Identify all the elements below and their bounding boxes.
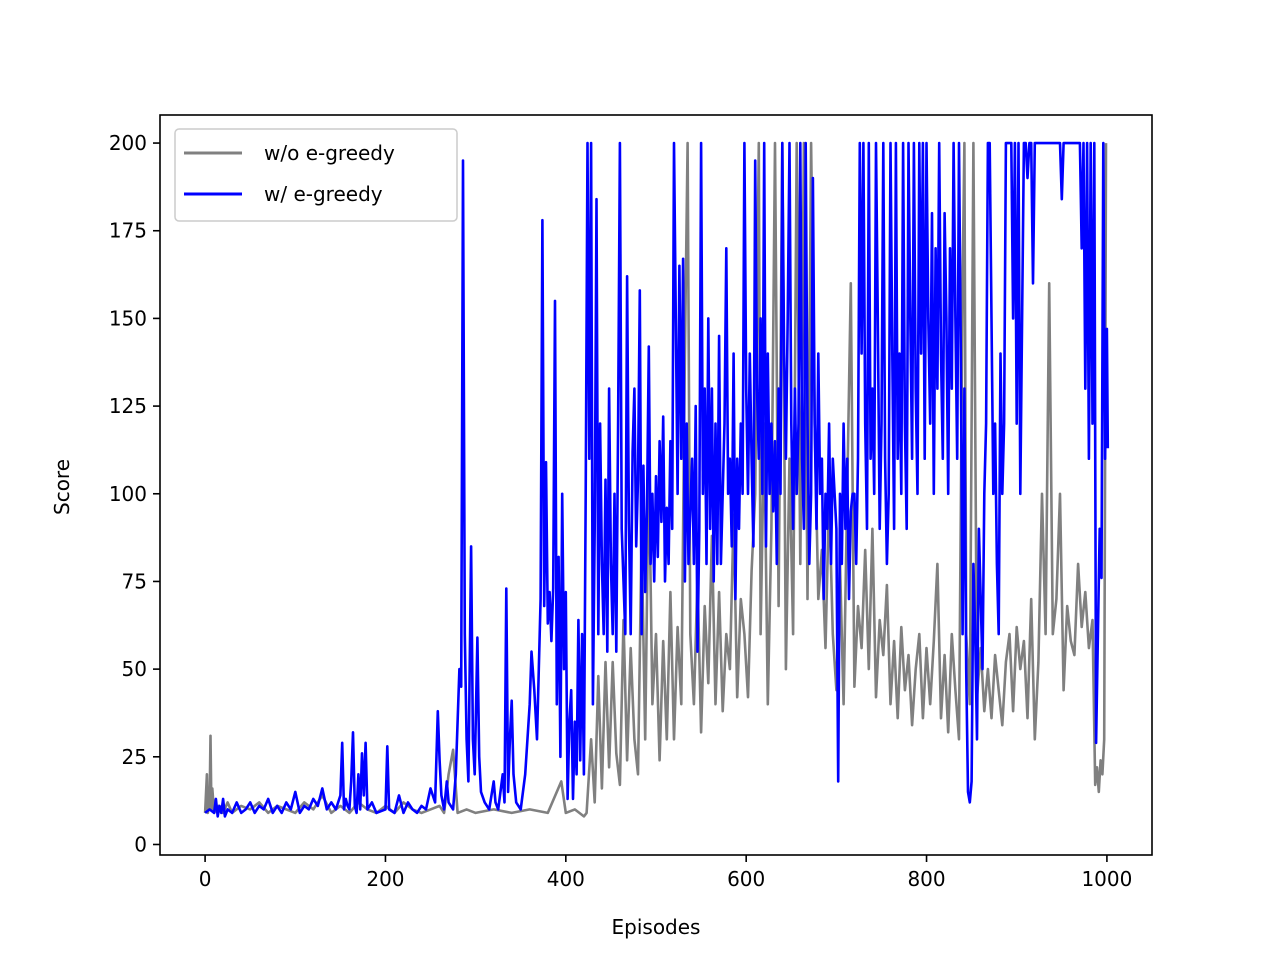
x-tick-label: 800	[907, 867, 945, 891]
plot-frame	[159, 114, 1153, 856]
series-layer	[203, 141, 1110, 818]
y-tick-label: 25	[122, 745, 147, 769]
y-tick-label: 125	[109, 394, 147, 418]
x-tick-label: 600	[727, 867, 765, 891]
series-line-with-e-greedy	[204, 141, 1110, 818]
y-tick-label: 100	[109, 482, 147, 506]
legend-box	[174, 128, 458, 222]
x-axis-label: Episodes	[612, 915, 701, 939]
series-line-without-e-greedy	[203, 141, 1108, 818]
y-axis-label: Score	[50, 459, 74, 515]
y-tick-label: 150	[109, 306, 147, 330]
x-tick-label: 0	[199, 867, 212, 891]
y-tick-label: 0	[134, 832, 147, 856]
x-tick-label: 400	[547, 867, 585, 891]
legend-entry-label: w/o e-greedy	[264, 141, 395, 165]
legend: w/o e-greedy w/ e-greedy	[174, 128, 458, 222]
y-tick-label: 50	[122, 657, 147, 681]
y-tick-label: 75	[122, 569, 147, 593]
axes-layer: 0 200 400 600 800 1000 0 25 50 75 100 125 150 175 200	[109, 114, 1153, 891]
y-tick-label: 200	[109, 131, 147, 155]
legend-entry-label: w/ e-greedy	[264, 182, 383, 206]
y-tick-label: 175	[109, 219, 147, 243]
x-tick-label: 200	[366, 867, 404, 891]
x-tick-label: 1000	[1081, 867, 1132, 891]
